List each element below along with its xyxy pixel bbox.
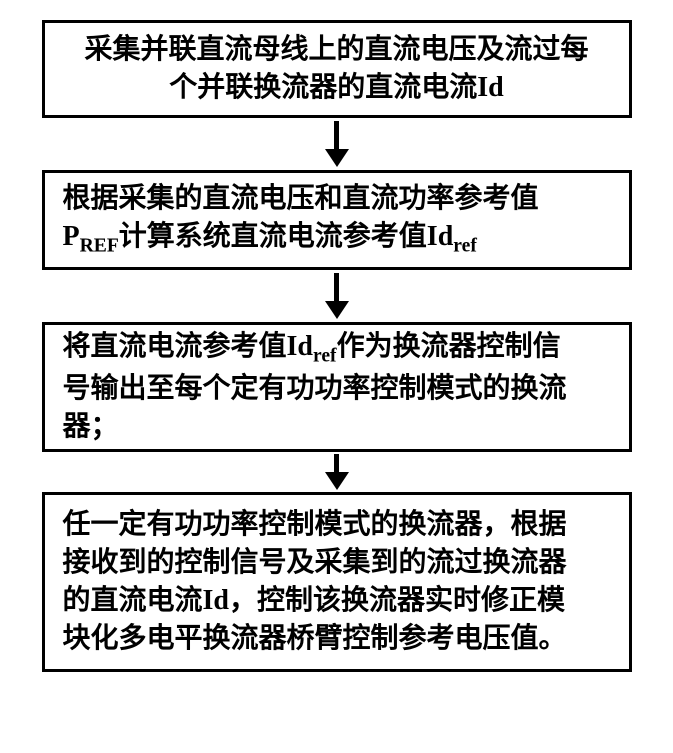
step-4-line-1: 任一定有功功率控制模式的换流器，根据 [63, 509, 567, 540]
step-3-line-2: 号输出至每个定有功功率控制模式的换流 [63, 373, 567, 404]
step-3-suffix: 作为换流器控制信 [337, 331, 561, 362]
arrow-line [334, 121, 339, 149]
step-2-mid: 计算系统直流电流参考值Id [119, 221, 453, 252]
arrow-2-3 [325, 270, 349, 322]
step-1-text: 采集并联直流母线上的直流电压及流过每 个并联换流器的直流电流Id [63, 31, 611, 107]
arrow-1-2 [325, 118, 349, 170]
arrow-head [325, 301, 349, 319]
arrow-head [325, 472, 349, 490]
step-3-line-3: 器； [63, 411, 119, 442]
arrow-head [325, 149, 349, 167]
step-3-prefix: 将直流电流参考值Id [63, 331, 313, 362]
flowchart-step-4: 任一定有功功率控制模式的换流器，根据 接收到的控制信号及采集到的流过换流器 的直… [42, 492, 632, 672]
arrow-3-4 [325, 452, 349, 492]
step-2-prefix: P [63, 221, 80, 252]
flowchart-container: 采集并联直流母线上的直流电压及流过每 个并联换流器的直流电流Id 根据采集的直流… [0, 20, 673, 672]
step-1-line-2: 个并联换流器的直流电流Id [169, 72, 503, 103]
step-3-sub: ref [313, 346, 337, 367]
step-3-text: 将直流电流参考值Idref作为换流器控制信 号输出至每个定有功功率控制模式的换流… [63, 328, 611, 446]
flowchart-step-3: 将直流电流参考值Idref作为换流器控制信 号输出至每个定有功功率控制模式的换流… [42, 322, 632, 452]
step-4-line-4: 块化多电平换流器桥臂控制参考电压值。 [63, 623, 567, 654]
step-2-line-1: 根据采集的直流电压和直流功率参考值 [63, 183, 539, 214]
arrow-line [334, 273, 339, 301]
flowchart-step-2: 根据采集的直流电压和直流功率参考值 PREF计算系统直流电流参考值Idref [42, 170, 632, 270]
step-4-text: 任一定有功功率控制模式的换流器，根据 接收到的控制信号及采集到的流过换流器 的直… [63, 506, 611, 657]
arrow-line [334, 454, 339, 472]
step-4-line-3: 的直流电流Id，控制该换流器实时修正模 [63, 585, 565, 616]
step-2-sub2: ref [453, 235, 477, 256]
step-2-sub1: REF [80, 235, 119, 256]
step-4-line-2: 接收到的控制信号及采集到的流过换流器 [63, 547, 567, 578]
step-1-line-1: 采集并联直流母线上的直流电压及流过每 [84, 34, 588, 65]
flowchart-step-1: 采集并联直流母线上的直流电压及流过每 个并联换流器的直流电流Id [42, 20, 632, 118]
step-2-text: 根据采集的直流电压和直流功率参考值 PREF计算系统直流电流参考值Idref [63, 180, 611, 260]
